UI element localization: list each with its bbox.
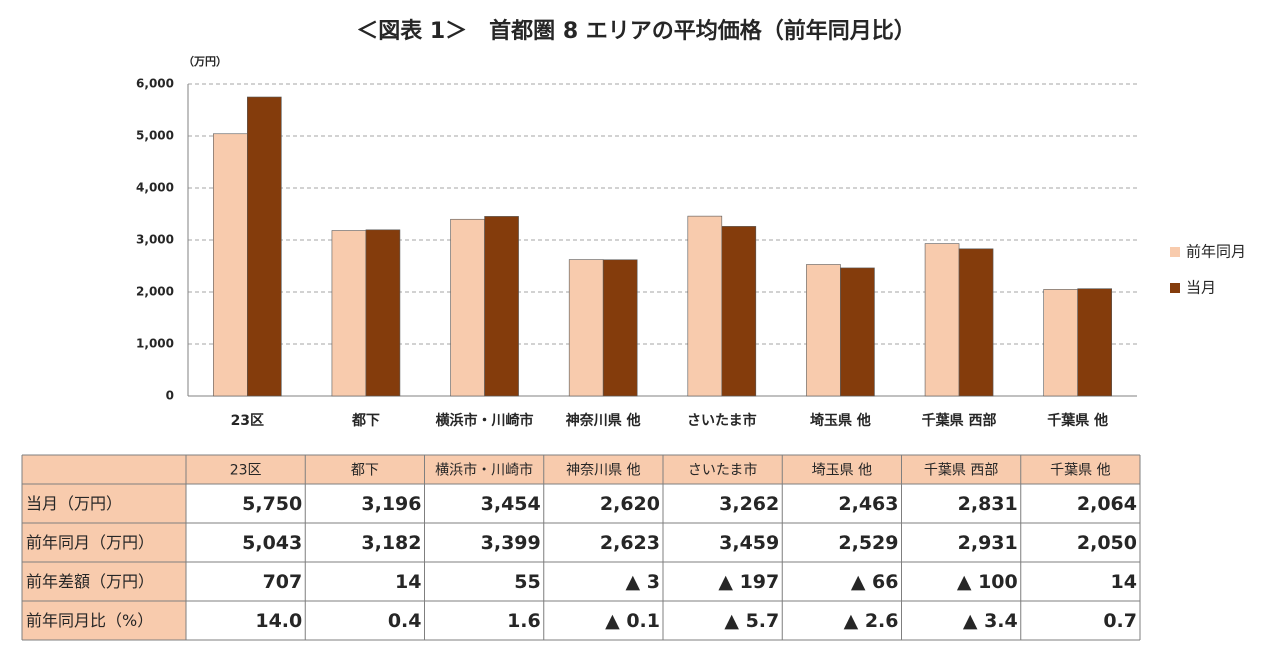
x-tick-label: 千葉県 西部 xyxy=(922,412,997,429)
table-cell: ▲ 3.4 xyxy=(963,610,1018,632)
table-cell: ▲ 66 xyxy=(851,571,899,593)
row-label: 前年同月（万円） xyxy=(26,533,154,552)
legend-label: 当月 xyxy=(1186,279,1216,297)
legend-label: 前年同月 xyxy=(1186,243,1246,261)
table-cell: 55 xyxy=(514,571,540,593)
y-tick-label: 5,000 xyxy=(136,129,174,143)
y-tick-label: 4,000 xyxy=(136,181,174,195)
table-cell: 1.6 xyxy=(507,610,541,632)
bar xyxy=(1043,289,1078,397)
legend-swatch xyxy=(1170,283,1180,293)
table-cell: ▲ 3 xyxy=(626,571,660,593)
x-tick-label: 都下 xyxy=(351,413,380,429)
table-cell: ▲ 0.1 xyxy=(605,610,660,632)
row-label-bg xyxy=(22,562,186,601)
table-cell: 2,831 xyxy=(958,493,1018,515)
bar xyxy=(958,248,994,397)
table-cell: 2,623 xyxy=(600,532,660,554)
bar xyxy=(568,259,604,397)
table-cell: 0.4 xyxy=(388,610,422,632)
bar xyxy=(450,218,485,397)
table-header: 横浜市・川崎市 xyxy=(435,462,533,479)
x-tick-label: 神奈川県 他 xyxy=(566,412,641,429)
table-cell: ▲ 2.6 xyxy=(844,610,899,632)
table-header: 埼玉県 他 xyxy=(812,463,872,479)
bar xyxy=(687,215,723,397)
bar xyxy=(721,226,757,397)
x-tick-label: 横浜市・川崎市 xyxy=(436,412,534,429)
bar xyxy=(806,264,841,397)
table-cell: 3,262 xyxy=(719,493,779,515)
bar xyxy=(247,96,282,397)
x-tick-label: さいたま市 xyxy=(687,412,757,429)
table-cell: 2,050 xyxy=(1077,532,1137,554)
table-cell: 3,459 xyxy=(719,532,779,554)
table-cell: 2,529 xyxy=(838,532,898,554)
row-label-bg xyxy=(22,484,186,523)
table-cell: 5,750 xyxy=(242,493,302,515)
bar xyxy=(1077,288,1112,397)
bar xyxy=(484,216,519,397)
x-tick-label: 千葉県 他 xyxy=(1047,412,1108,429)
row-label-bg xyxy=(22,523,186,562)
table-cell: 2,064 xyxy=(1077,493,1137,515)
chart-title: ＜図表 1＞ 首都圏 8 エリアの平均価格（前年同月比） xyxy=(356,18,916,44)
table-cell: 14.0 xyxy=(255,610,302,632)
table-header: 神奈川県 他 xyxy=(566,463,640,479)
y-tick-label: 1,000 xyxy=(136,337,174,351)
table-cell: 3,182 xyxy=(361,532,421,554)
row-label: 前年同月比（%） xyxy=(26,611,153,630)
table-header: さいたま市 xyxy=(688,462,758,479)
y-unit: （万円） xyxy=(183,55,227,68)
table-cell: 2,463 xyxy=(838,493,898,515)
table-cell: 14 xyxy=(1111,571,1137,593)
table-cell: 707 xyxy=(263,571,303,593)
table-header: 千葉県 西部 xyxy=(924,463,998,479)
legend-swatch xyxy=(1170,247,1180,257)
table-cell: 3,399 xyxy=(481,532,541,554)
table-cell: ▲ 5.7 xyxy=(724,610,779,632)
row-label: 前年差額（万円） xyxy=(26,572,154,591)
table-header: 千葉県 他 xyxy=(1050,463,1110,479)
bar xyxy=(924,243,960,397)
y-tick-label: 0 xyxy=(166,389,174,403)
row-label: 当月（万円） xyxy=(26,494,122,513)
y-tick-label: 6,000 xyxy=(136,77,174,91)
x-tick-label: 23区 xyxy=(231,413,264,429)
table-header: 都下 xyxy=(351,463,379,479)
table-cell: 2,931 xyxy=(958,532,1018,554)
bar xyxy=(331,230,367,397)
table-cell: 3,454 xyxy=(481,493,541,515)
bar xyxy=(840,267,875,397)
table-cell: 3,196 xyxy=(361,493,421,515)
y-tick-label: 2,000 xyxy=(136,285,174,299)
table-header-bg xyxy=(22,455,1140,484)
table-cell: 5,043 xyxy=(242,532,302,554)
table-cell: ▲ 197 xyxy=(718,571,779,593)
bar xyxy=(602,259,638,397)
table-cell: 0.7 xyxy=(1103,610,1137,632)
bar xyxy=(365,229,401,397)
table-header: 23区 xyxy=(230,463,262,479)
table-cell: 2,620 xyxy=(600,493,660,515)
x-tick-label: 埼玉県 他 xyxy=(810,412,871,429)
table-cell: ▲ 100 xyxy=(957,571,1018,593)
table-cell: 14 xyxy=(395,571,421,593)
y-tick-label: 3,000 xyxy=(136,233,174,247)
row-label-bg xyxy=(22,601,186,640)
bar xyxy=(213,133,248,397)
